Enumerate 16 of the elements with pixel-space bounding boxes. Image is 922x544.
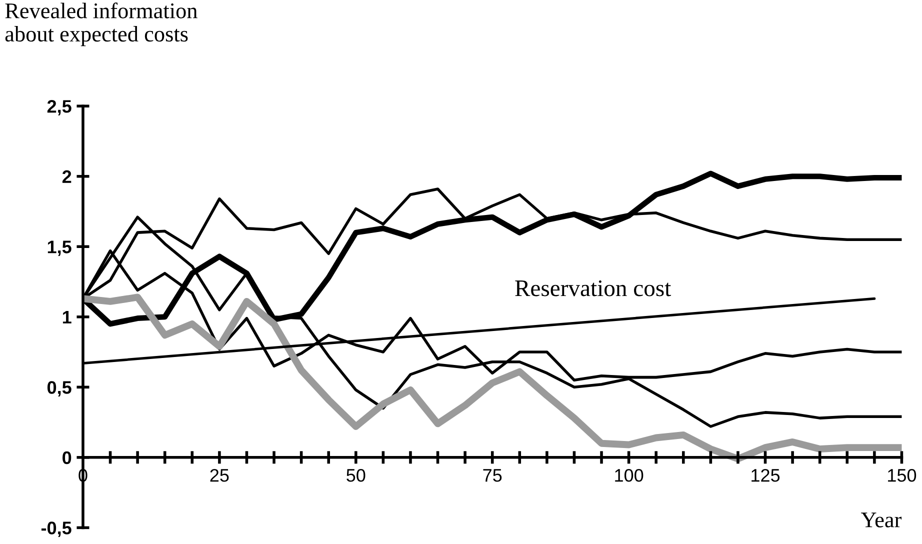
annotation: Reservation cost — [515, 280, 672, 296]
y-tick-label: -0,5 — [41, 522, 72, 538]
y-tick-label: 1 — [62, 311, 72, 324]
y-tick-label: 2 — [62, 170, 72, 183]
y-tick-label: 2,5 — [47, 100, 72, 116]
x-tick-label: 75 — [483, 469, 502, 482]
x-tick-label: 100 — [615, 469, 644, 482]
y-axis-title: Revealed information about expected costs — [5, 2, 198, 46]
x-axis-title: Year — [861, 512, 902, 528]
x-tick-label: 50 — [346, 469, 366, 482]
x-tick-label: 150 — [888, 469, 916, 482]
y-tick-label: 1,5 — [48, 240, 72, 256]
x-tick-label: 125 — [752, 469, 780, 482]
y-tick-label: 0,5 — [47, 381, 72, 396]
y-tick-label: 0 — [62, 451, 72, 464]
x-tick-label: 25 — [210, 469, 229, 482]
